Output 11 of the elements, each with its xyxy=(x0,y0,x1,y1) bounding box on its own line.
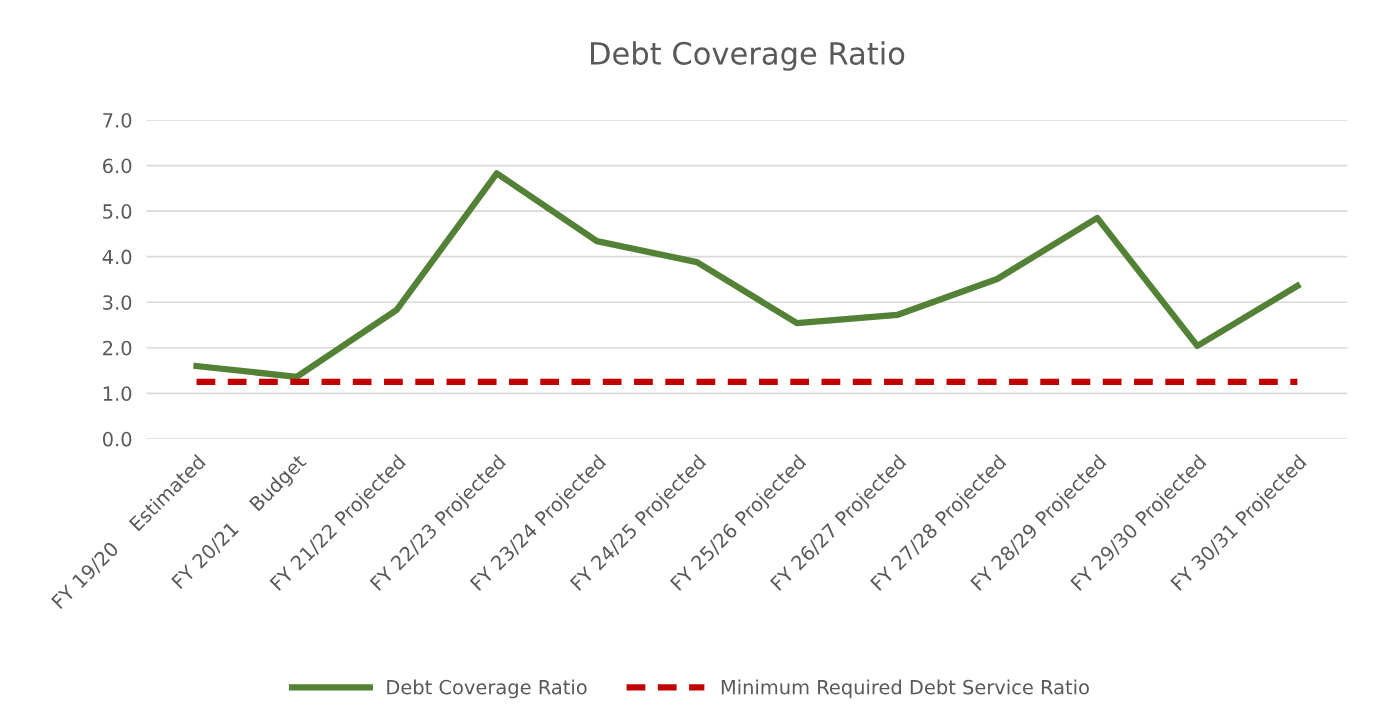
y-tick-label: 4.0 xyxy=(102,249,132,265)
chart-title: Debt Coverage Ratio xyxy=(590,41,905,71)
y-tick-label: 6.0 xyxy=(103,158,132,174)
y-tick-label: 3.0 xyxy=(103,295,132,310)
y-tick-label: 0.0 xyxy=(102,431,132,447)
y-tick-label: 2.0 xyxy=(103,340,132,356)
y-tick-label: 5.0 xyxy=(103,204,132,219)
y-tick-label: 1.0 xyxy=(103,386,132,401)
legend-label: Minimum Required Debt Service Ratio xyxy=(721,679,1089,699)
y-tick-label: 7.0 xyxy=(103,112,132,128)
legend-label: Debt Coverage Ratio xyxy=(387,679,587,699)
